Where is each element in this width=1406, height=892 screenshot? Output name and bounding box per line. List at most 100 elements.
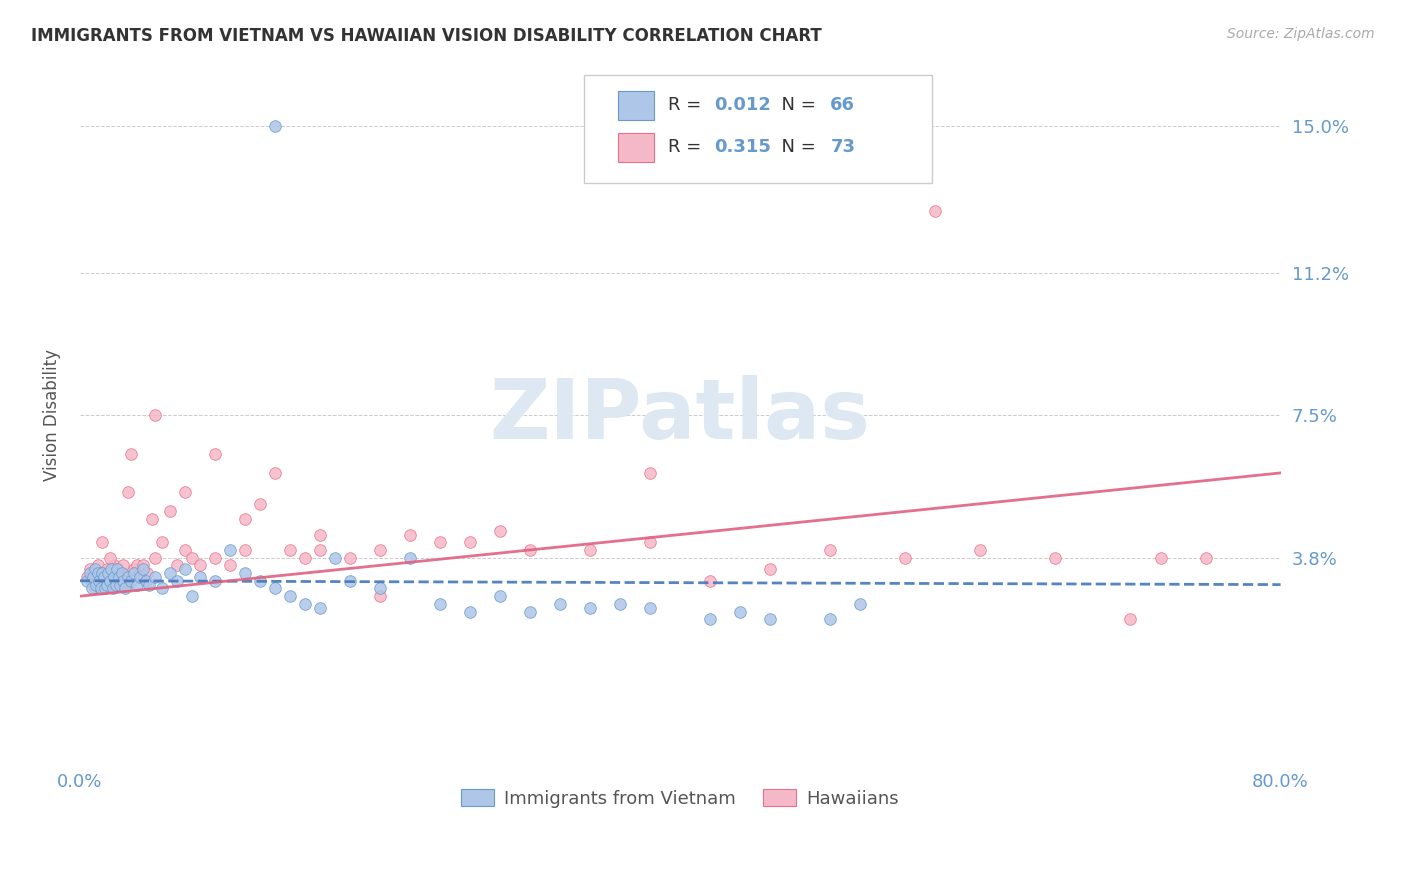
- Point: [264, 120, 287, 134]
- Point: [294, 550, 316, 565]
- Point: [117, 485, 139, 500]
- Point: [1149, 550, 1171, 565]
- Point: [730, 605, 752, 619]
- Point: [143, 570, 166, 584]
- Point: [91, 566, 114, 580]
- Point: [98, 574, 121, 588]
- Point: [159, 504, 181, 518]
- Point: [91, 566, 114, 580]
- Point: [294, 597, 316, 611]
- Point: [135, 574, 157, 588]
- Point: [188, 570, 211, 584]
- Point: [924, 204, 946, 219]
- Point: [458, 605, 481, 619]
- Point: [76, 570, 98, 584]
- Point: [969, 543, 991, 558]
- Point: [519, 543, 541, 558]
- Point: [638, 600, 661, 615]
- Point: [91, 535, 114, 549]
- Text: 0.012: 0.012: [714, 96, 770, 114]
- Point: [174, 562, 197, 576]
- Point: [132, 558, 155, 573]
- Point: [699, 612, 721, 626]
- Point: [87, 558, 110, 573]
- Point: [368, 582, 391, 596]
- Point: [114, 582, 136, 596]
- Point: [112, 558, 135, 573]
- Point: [181, 589, 204, 603]
- Point: [108, 570, 131, 584]
- Point: [125, 577, 148, 591]
- Point: [98, 550, 121, 565]
- Point: [141, 512, 163, 526]
- Point: [96, 562, 118, 576]
- Y-axis label: Vision Disability: Vision Disability: [44, 349, 60, 481]
- Text: N =: N =: [770, 96, 821, 114]
- Point: [820, 612, 842, 626]
- Point: [101, 582, 124, 596]
- Point: [1045, 550, 1067, 565]
- Text: R =: R =: [668, 96, 707, 114]
- Point: [90, 582, 112, 596]
- Point: [98, 574, 121, 588]
- Point: [174, 543, 197, 558]
- Point: [110, 577, 132, 591]
- Point: [94, 574, 117, 588]
- Text: 73: 73: [831, 138, 855, 156]
- Point: [339, 574, 361, 588]
- Point: [264, 582, 287, 596]
- Point: [519, 605, 541, 619]
- Point: [489, 524, 512, 538]
- Point: [120, 574, 142, 588]
- Point: [83, 562, 105, 576]
- Point: [579, 543, 602, 558]
- Point: [89, 574, 111, 588]
- FancyBboxPatch shape: [617, 133, 654, 162]
- Text: Source: ZipAtlas.com: Source: ZipAtlas.com: [1227, 27, 1375, 41]
- Point: [136, 566, 159, 580]
- Point: [143, 408, 166, 422]
- Point: [159, 566, 181, 580]
- Point: [759, 612, 782, 626]
- Point: [76, 574, 98, 588]
- Point: [399, 550, 422, 565]
- Point: [87, 566, 110, 580]
- Point: [152, 535, 174, 549]
- Point: [309, 600, 332, 615]
- Point: [278, 543, 301, 558]
- Point: [699, 574, 721, 588]
- Text: IMMIGRANTS FROM VIETNAM VS HAWAIIAN VISION DISABILITY CORRELATION CHART: IMMIGRANTS FROM VIETNAM VS HAWAIIAN VISI…: [31, 27, 821, 45]
- Text: 0.315: 0.315: [714, 138, 770, 156]
- Point: [97, 566, 120, 580]
- Point: [458, 535, 481, 549]
- Point: [80, 582, 103, 596]
- Point: [120, 447, 142, 461]
- Point: [103, 570, 125, 584]
- Point: [101, 566, 124, 580]
- Point: [489, 589, 512, 603]
- Point: [579, 600, 602, 615]
- Point: [105, 562, 128, 576]
- Point: [111, 570, 134, 584]
- Point: [638, 535, 661, 549]
- Point: [323, 550, 346, 565]
- Point: [117, 570, 139, 584]
- Text: 66: 66: [831, 96, 855, 114]
- Point: [111, 566, 134, 580]
- Text: ZIPatlas: ZIPatlas: [489, 375, 870, 456]
- Point: [152, 582, 174, 596]
- Point: [80, 574, 103, 588]
- Point: [204, 447, 226, 461]
- Point: [93, 570, 115, 584]
- Point: [368, 589, 391, 603]
- Point: [114, 574, 136, 588]
- Point: [79, 566, 101, 580]
- Point: [1119, 612, 1142, 626]
- Point: [249, 574, 271, 588]
- Point: [204, 550, 226, 565]
- Point: [609, 597, 631, 611]
- Point: [219, 558, 242, 573]
- Point: [309, 527, 332, 541]
- Point: [82, 570, 104, 584]
- Point: [97, 570, 120, 584]
